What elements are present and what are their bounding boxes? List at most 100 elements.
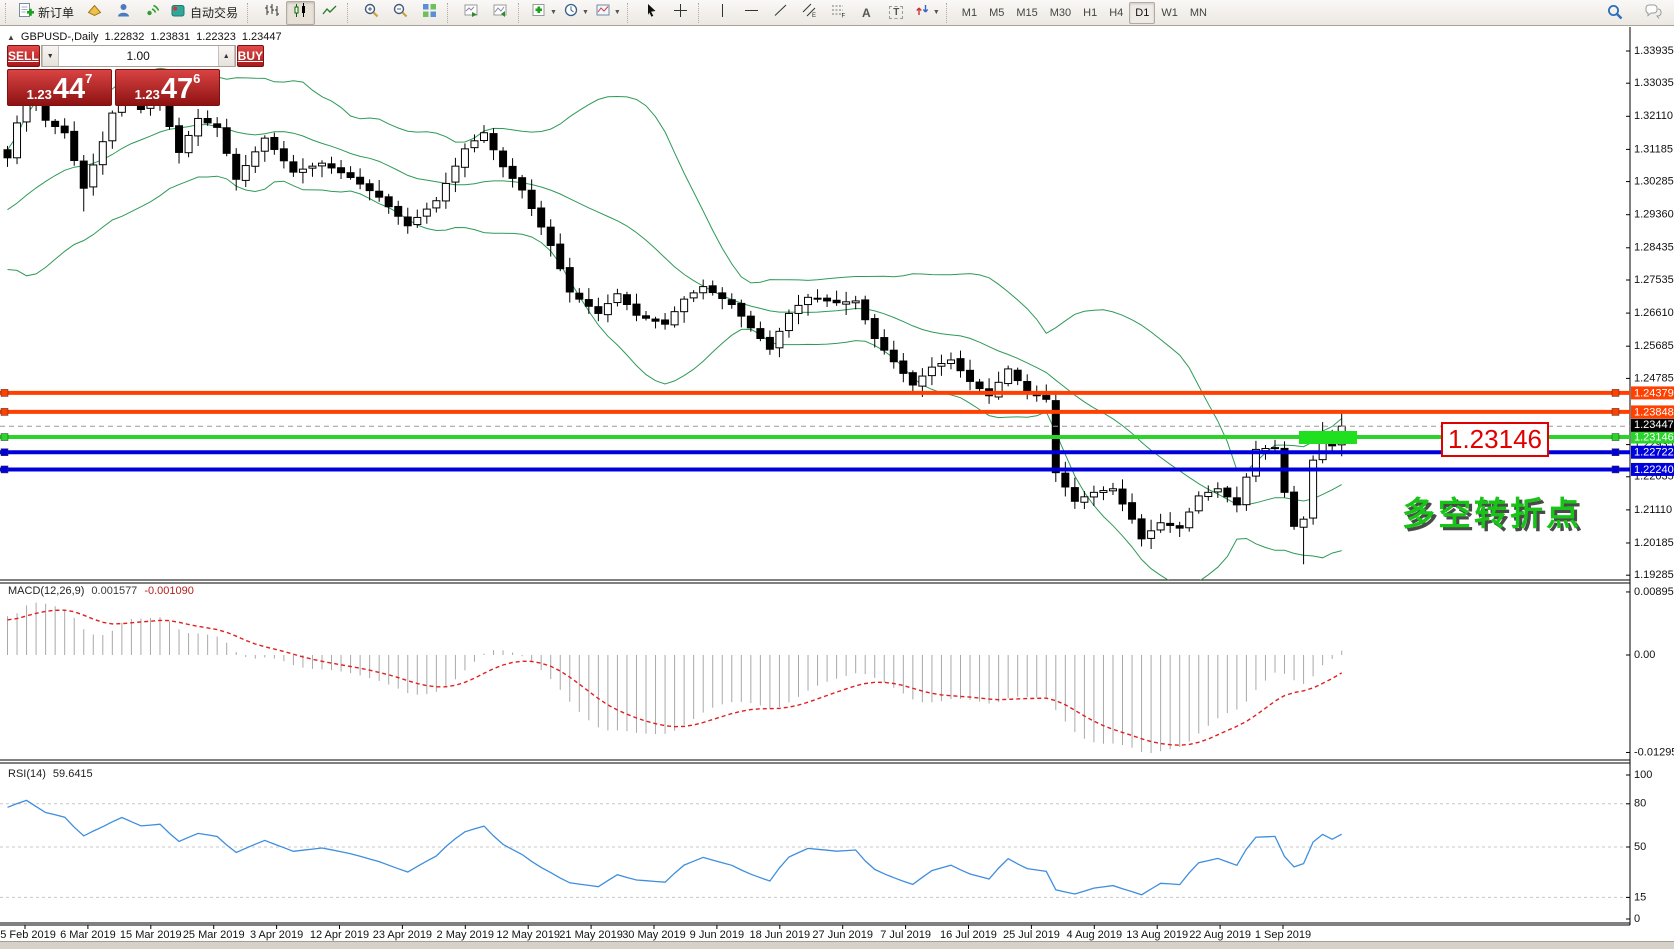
navigator-button[interactable] — [109, 1, 138, 25]
new-order-label: 新订单 — [38, 6, 75, 20]
svg-text:1.25685: 1.25685 — [1634, 340, 1674, 352]
templates-button[interactable]: ▼ — [592, 1, 624, 25]
toolbar-separator — [626, 3, 634, 23]
timeframe-h1[interactable]: H1 — [1083, 6, 1098, 19]
svg-text:1.19285: 1.19285 — [1634, 569, 1674, 581]
sell-price-box[interactable]: 1.23 44 7 — [7, 69, 112, 106]
bar-chart-button[interactable] — [257, 1, 286, 25]
volume-down-button[interactable]: ▼ — [41, 46, 59, 66]
channel-tool[interactable]: E — [795, 1, 824, 25]
one-click-trading-panel: SELL ▼ ▲ BUY 1.23 44 7 1.23 47 6 — [7, 45, 265, 106]
zoom-in-icon — [363, 2, 380, 24]
timeframe-mn[interactable]: MN — [1189, 6, 1207, 19]
tile-windows-icon — [421, 2, 438, 24]
timeframe-m5[interactable]: M5 — [989, 6, 1005, 19]
dropdown-caret-icon: ▼ — [550, 9, 557, 16]
arrows-tool[interactable]: ▼ — [911, 1, 943, 25]
svg-text:3 Apr 2019: 3 Apr 2019 — [250, 929, 303, 941]
fibonacci-tool[interactable]: F — [824, 1, 853, 25]
zoom-out-button[interactable] — [386, 1, 415, 25]
svg-text:1.24785: 1.24785 — [1634, 372, 1674, 384]
text-label-tool[interactable]: T — [882, 1, 911, 25]
vertical-line-tool[interactable] — [708, 1, 737, 25]
price-callout-box[interactable]: 1.23146 — [1441, 422, 1549, 457]
macd-indicator-label: MACD(12,26,9) 0.001577 -0.001090 — [8, 585, 194, 597]
periods-button[interactable]: ▼ — [560, 1, 592, 25]
cursor-button[interactable] — [637, 1, 666, 25]
trendline-tool[interactable] — [766, 1, 795, 25]
crosshair-icon — [672, 2, 689, 24]
svg-text:0: 0 — [1634, 913, 1640, 925]
add-indicator-icon — [531, 2, 548, 24]
svg-text:E: E — [812, 13, 816, 19]
signal-icon — [144, 2, 161, 24]
svg-text:1.24379: 1.24379 — [1634, 387, 1674, 399]
volume-up-button[interactable]: ▲ — [217, 46, 235, 66]
svg-text:13 Aug 2019: 13 Aug 2019 — [1126, 929, 1188, 941]
indicators-button[interactable]: ▼ — [528, 1, 560, 25]
text-tool-icon: A — [862, 5, 871, 20]
sell-button[interactable]: SELL — [7, 45, 40, 67]
svg-text:1.22240: 1.22240 — [1634, 464, 1674, 476]
svg-text:50: 50 — [1634, 841, 1646, 853]
svg-text:1.21110: 1.21110 — [1634, 504, 1672, 516]
toolbar-separator — [347, 3, 354, 23]
autotrading-button[interactable]: 自动交易 — [167, 1, 244, 25]
chart-shift-button[interactable] — [486, 1, 515, 25]
dropdown-caret-icon: ▼ — [613, 9, 621, 16]
sell-price-prefix: 1.23 — [26, 86, 52, 102]
clock-icon — [563, 2, 580, 24]
collapse-triangle-icon[interactable]: ▲ — [7, 32, 15, 42]
zoom-in-button[interactable] — [357, 1, 386, 25]
horizontal-line-tool[interactable] — [737, 1, 766, 25]
candlestick-chart-button[interactable] — [286, 0, 316, 25]
svg-text:1.22722: 1.22722 — [1634, 447, 1674, 459]
svg-text:1.33935: 1.33935 — [1634, 45, 1674, 57]
buy-button[interactable]: BUY — [236, 45, 265, 67]
timeframe-m1[interactable]: M1 — [961, 6, 978, 19]
svg-text:1.26610: 1.26610 — [1634, 307, 1674, 319]
chinese-note-text[interactable]: 多空转折点 — [1402, 495, 1582, 532]
toolbar-separator — [447, 3, 454, 23]
timeframe-m30[interactable]: M30 — [1049, 6, 1072, 19]
crosshair-button[interactable] — [666, 1, 695, 25]
dropdown-caret-icon: ▼ — [581, 9, 589, 16]
volume-input[interactable] — [58, 46, 218, 66]
timeframe-m15[interactable]: M15 — [1016, 6, 1038, 19]
timeframe-group: M1 M5 M15 M30 H1 H4 D1 W1 MN — [956, 1, 1213, 24]
search-button[interactable] — [1600, 2, 1629, 26]
svg-text:25 Feb 2019: 25 Feb 2019 — [0, 929, 56, 941]
macd-main-value: 0.001577 — [91, 585, 138, 597]
signals-button[interactable] — [138, 1, 167, 25]
dropdown-caret-icon: ▼ — [932, 9, 940, 16]
zoom-out-icon — [392, 2, 409, 24]
svg-text:18 Jun 2019: 18 Jun 2019 — [750, 929, 811, 941]
line-chart-button[interactable] — [315, 1, 344, 25]
timeframe-w1[interactable]: W1 — [1161, 6, 1178, 19]
toolbar-separator — [518, 3, 525, 23]
search-icon — [1606, 3, 1624, 26]
sell-price-main: 44 — [52, 73, 86, 106]
toolbar-right-group — [1600, 2, 1668, 26]
toolbar-separator — [697, 3, 705, 23]
tile-windows-button[interactable] — [415, 1, 444, 25]
svg-text:1 Sep 2019: 1 Sep 2019 — [1255, 929, 1311, 941]
auto-scroll-button[interactable] — [457, 1, 486, 25]
svg-text:1.28435: 1.28435 — [1634, 242, 1674, 254]
line-chart-icon — [321, 2, 338, 24]
buy-price-box[interactable]: 1.23 47 6 — [115, 69, 220, 106]
svg-text:1.32110: 1.32110 — [1634, 110, 1673, 122]
volume-spinner: ▼ ▲ — [40, 45, 236, 67]
arrow-objects-icon — [914, 2, 931, 24]
timeframe-h4[interactable]: H4 — [1109, 6, 1124, 19]
svg-text:1.20185: 1.20185 — [1634, 537, 1674, 549]
autotrading-label: 自动交易 — [190, 6, 239, 20]
timeframe-d1[interactable]: D1 — [1129, 1, 1156, 24]
text-tool[interactable]: A — [853, 1, 882, 25]
chat-button[interactable] — [1639, 2, 1668, 26]
svg-text:1.29360: 1.29360 — [1634, 209, 1674, 221]
new-order-button[interactable]: 新订单 — [15, 1, 80, 25]
buy-price-main: 47 — [160, 73, 194, 106]
market-watch-button[interactable] — [80, 1, 109, 25]
